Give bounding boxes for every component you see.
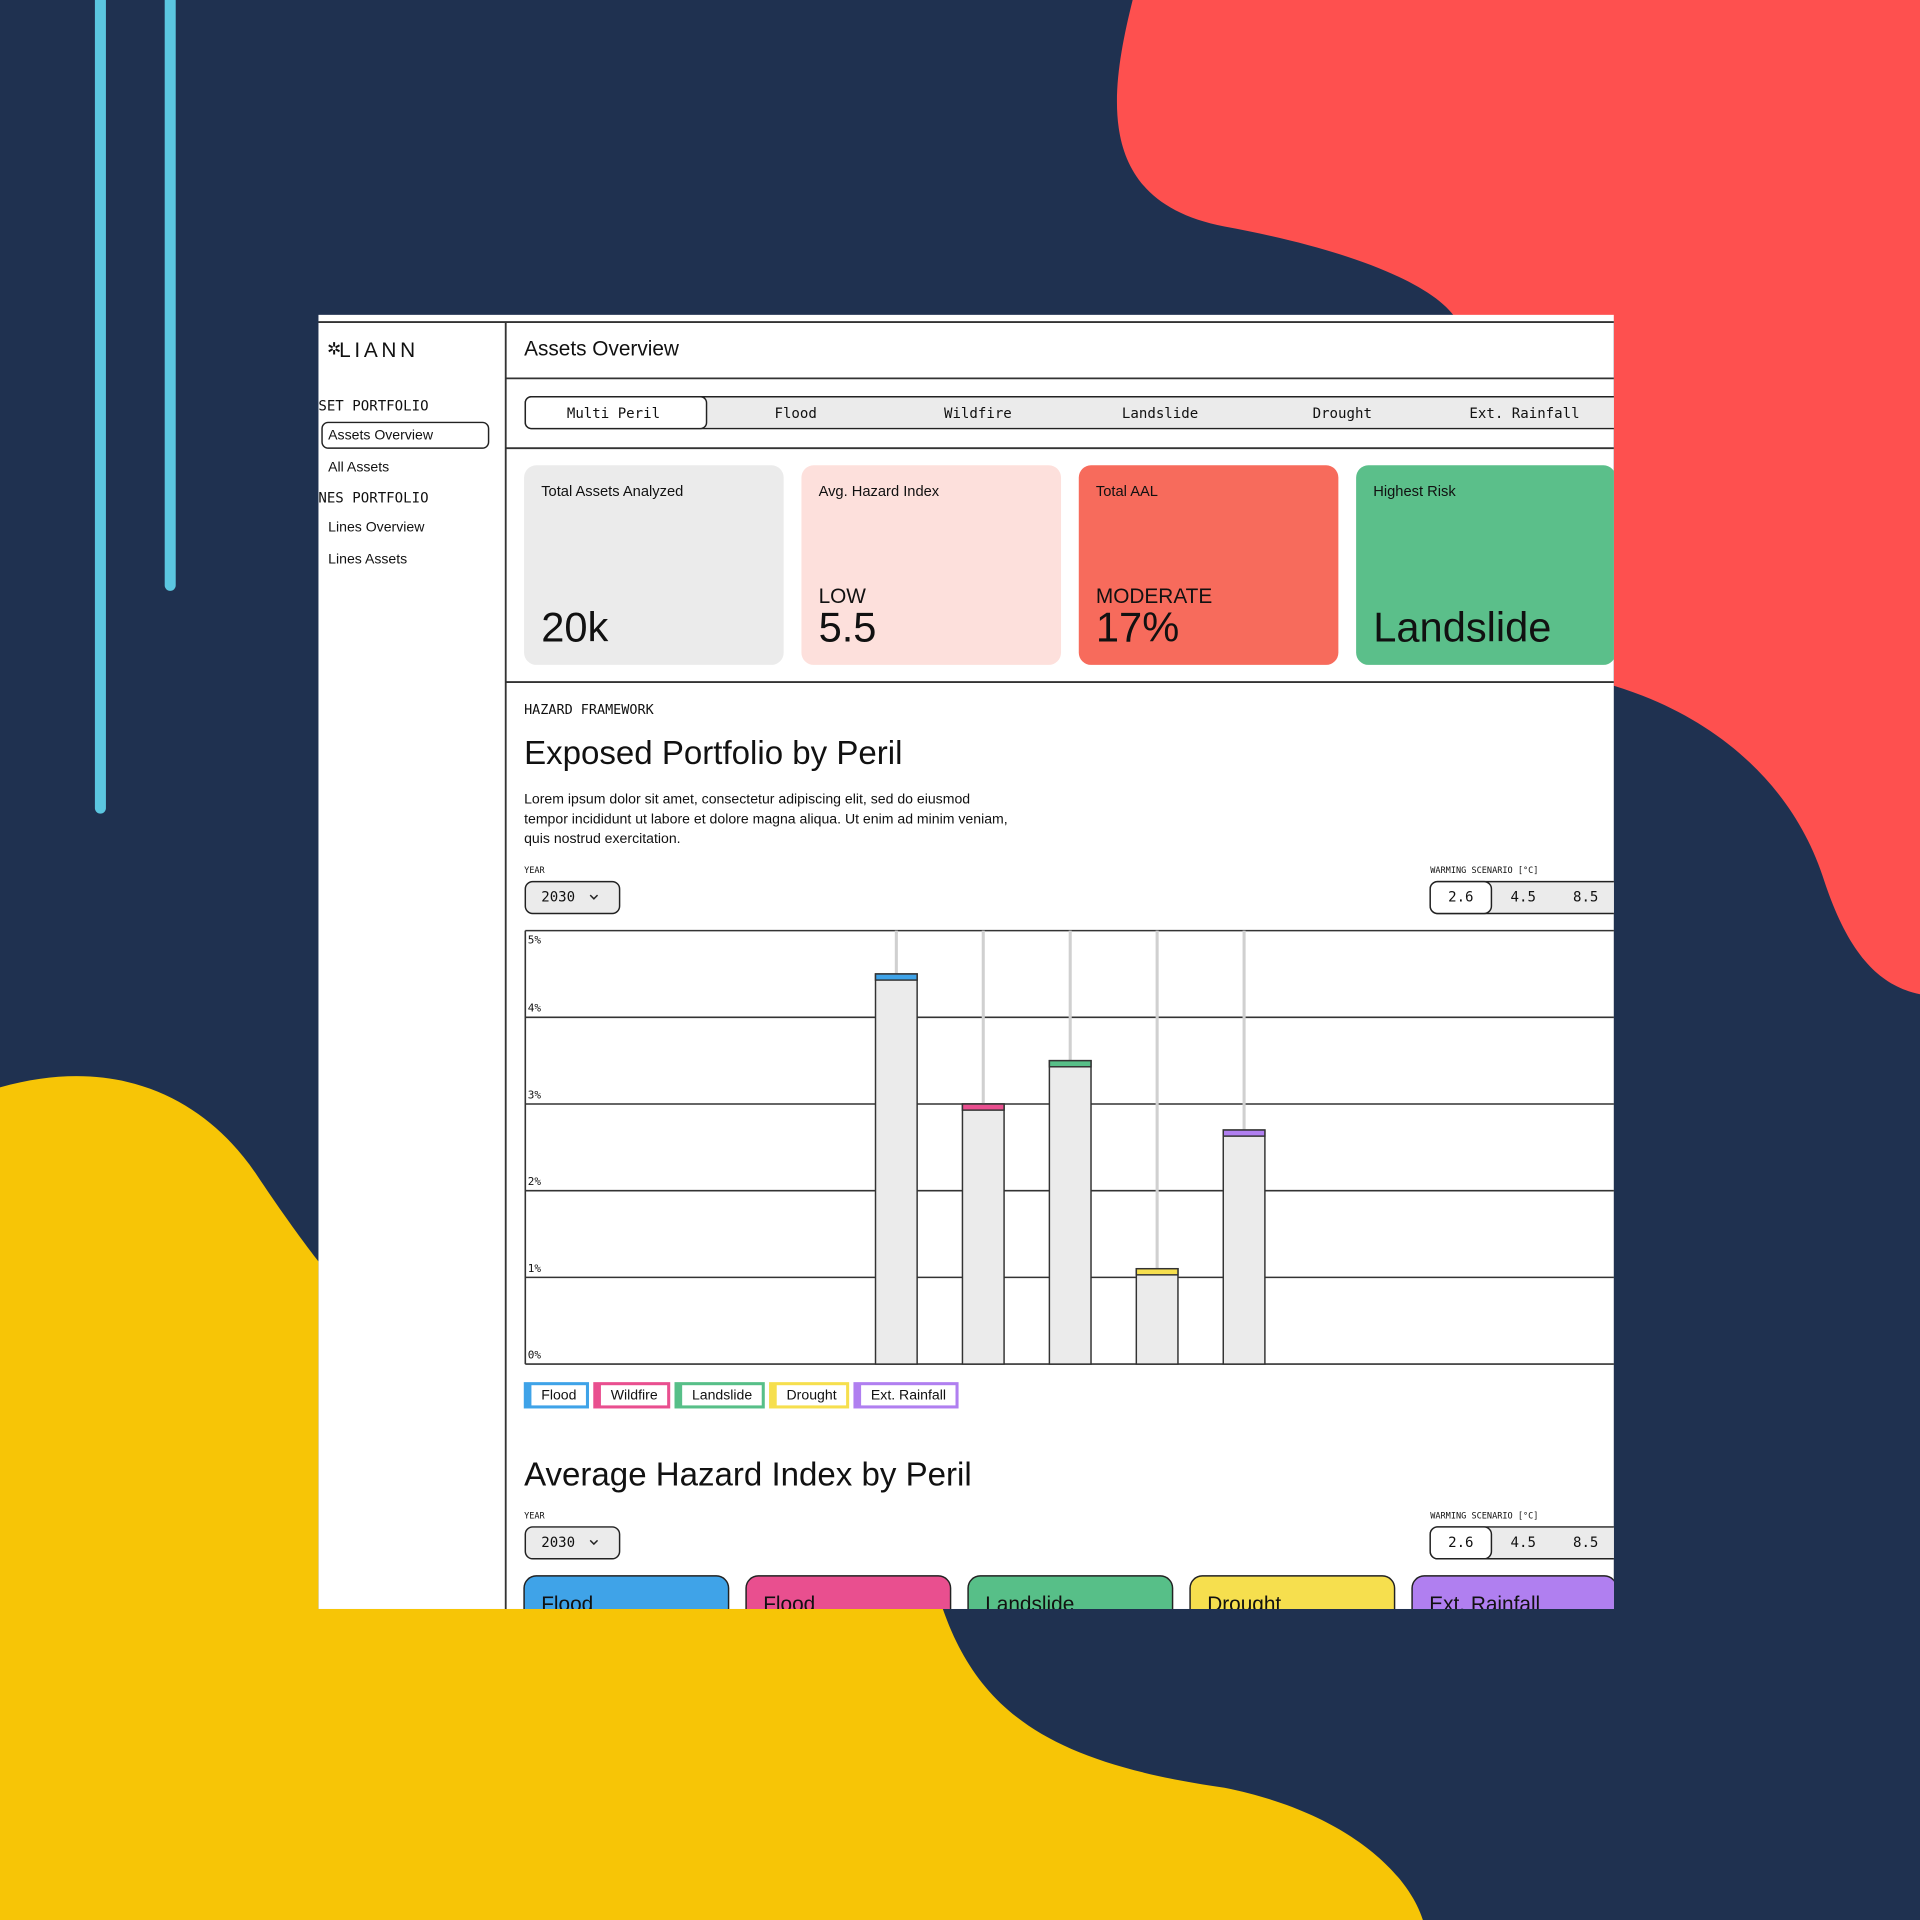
kpi-card [801, 465, 1062, 665]
bar-cap [1222, 1129, 1266, 1137]
chart-title: Exposed Portfolio by Peril [524, 735, 902, 772]
y-tick-label: 3% [528, 1088, 542, 1101]
bar-cap [961, 1103, 1005, 1111]
warming-option[interactable]: 4.5 [1511, 890, 1536, 906]
sidebar-item[interactable]: All Assets [328, 458, 389, 474]
tab[interactable]: Landslide [1122, 406, 1198, 422]
tab[interactable]: Drought [1313, 406, 1372, 422]
legend-label: Wildfire [611, 1387, 658, 1403]
year-label: YEAR [524, 866, 545, 876]
tab[interactable]: Ext. Rainfall [1469, 406, 1579, 422]
tab[interactable]: Multi Peril [567, 406, 660, 422]
section-title: Average Hazard Index by Peril [524, 1456, 972, 1493]
description: Lorem ipsum dolor sit amet, consectetur … [524, 790, 970, 806]
tab-active [524, 396, 708, 430]
kpi-label: Total AAL [1096, 484, 1158, 500]
bar [874, 973, 918, 1365]
kpi-card [1356, 465, 1614, 665]
page-title: Assets Overview [524, 338, 680, 361]
kpi-card [524, 465, 784, 665]
year-dropdown[interactable] [524, 880, 621, 915]
hazard-card-label: Flood [541, 1593, 593, 1616]
sidebar-section: NES PORTFOLIO [318, 490, 428, 506]
legend-label: Flood [541, 1387, 576, 1403]
section-eyebrow: HAZARD FRAMEWORK [524, 703, 654, 718]
bar [1048, 1059, 1092, 1365]
hazard-card [745, 1575, 952, 1609]
y-tick-label: 4% [528, 1002, 542, 1015]
kpi-value: 20k [541, 604, 608, 651]
year-label: YEAR [524, 1511, 545, 1521]
kpi-value: Landslide [1373, 604, 1551, 651]
bar [1222, 1129, 1266, 1365]
warming-option[interactable]: 2.6 [1448, 890, 1473, 906]
warming-option[interactable]: 4.5 [1511, 1535, 1536, 1551]
logo-icon: ✲ [327, 339, 341, 359]
description: tempor incididunt ut labore et dolore ma… [524, 810, 1008, 826]
hazard-card-label: Ext. Rainfall [1429, 1593, 1540, 1616]
legend-swatch [854, 1383, 862, 1407]
kpi-label: Highest Risk [1373, 484, 1456, 500]
sidebar-item[interactable]: Lines Assets [328, 550, 407, 566]
legend-box[interactable] [593, 1382, 671, 1409]
kpi-level: LOW [819, 585, 867, 608]
legend-label: Ext. Rainfall [871, 1387, 946, 1403]
logo: LIANN [339, 339, 419, 362]
sidebar-active [321, 421, 490, 449]
y-tick-label: 1% [528, 1262, 542, 1275]
bar-cap [874, 973, 918, 981]
sidebar-item[interactable]: Assets Overview [328, 427, 434, 443]
dropdown-chevron [589, 894, 599, 900]
hazard-card [523, 1575, 730, 1609]
warming-option[interactable]: 8.5 [1573, 1535, 1598, 1551]
sidebar-item[interactable]: Lines Overview [328, 518, 425, 534]
hazard-card [1189, 1575, 1396, 1609]
kpi-card [1078, 465, 1339, 665]
warming-option[interactable]: 8.5 [1573, 890, 1598, 906]
y-tick-label: 2% [528, 1175, 542, 1188]
y-tick-label: 0% [528, 1349, 542, 1362]
warming-label: WARMING SCENARIO [°C] [1430, 1511, 1538, 1521]
description: quis nostrud exercitation. [524, 830, 681, 846]
warming-active [1429, 880, 1493, 915]
hazard-card-label: Landslide [985, 1593, 1074, 1616]
hazard-card-label: Flood [763, 1593, 815, 1616]
warming-label: WARMING SCENARIO [°C] [1430, 866, 1538, 876]
kpi-level: MODERATE [1096, 585, 1212, 608]
yellow-blob [0, 1076, 1423, 1920]
hazard-card-label: Drought [1207, 1593, 1281, 1616]
bar-cap [1135, 1267, 1179, 1276]
bar [961, 1103, 1005, 1365]
y-tick-label: 5% [528, 933, 542, 946]
year-value: 2030 [541, 890, 575, 906]
hazard-card [1411, 1575, 1614, 1609]
kpi-label: Total Assets Analyzed [541, 484, 683, 500]
legend-swatch [525, 1383, 532, 1407]
red-blob [1116, 0, 1920, 995]
year-value: 2030 [541, 1535, 575, 1551]
tab[interactable]: Wildfire [944, 406, 1012, 422]
kpi-value: 17% [1096, 604, 1179, 651]
bar-cap [1048, 1059, 1092, 1068]
year-dropdown[interactable] [524, 1526, 621, 1560]
legend-label: Landslide [692, 1387, 752, 1403]
tab[interactable]: Flood [774, 406, 816, 422]
legend-swatch [594, 1383, 601, 1407]
hazard-card [967, 1575, 1174, 1609]
legend-swatch [676, 1383, 683, 1407]
legend-swatch [770, 1383, 777, 1407]
dropdown-chevron [589, 1539, 599, 1546]
app-screenshot: ✲ LIANN Assets Overview HAZARD FRAMEWORK… [318, 314, 1614, 1616]
kpi-label: Avg. Hazard Index [819, 484, 940, 500]
bar [1135, 1267, 1179, 1365]
kpi-value: 5.5 [819, 604, 877, 651]
warming-active [1429, 1526, 1493, 1560]
warming-option[interactable]: 2.6 [1448, 1535, 1473, 1551]
legend-label: Drought [787, 1387, 837, 1403]
sidebar-section: SET PORTFOLIO [318, 399, 428, 415]
